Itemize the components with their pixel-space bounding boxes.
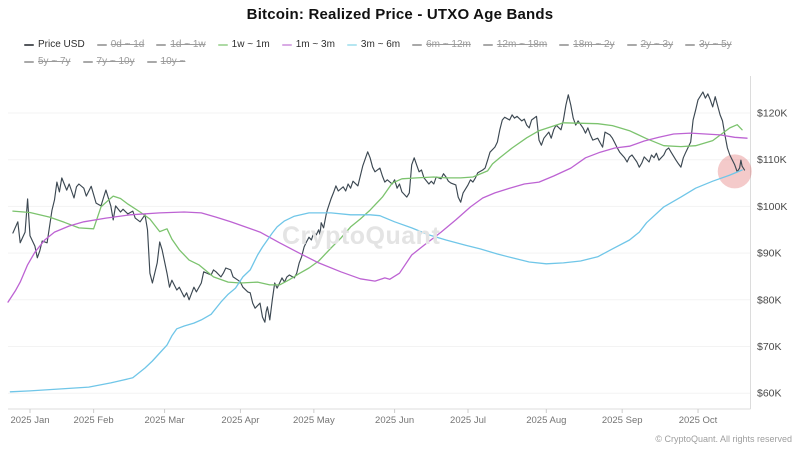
legend: Price USD 0d ~ 1d 1d ~ 1w 1w ~ 1m 1m ~ 3m 3m …: [0, 37, 800, 71]
legend-item-3m-6m[interactable]: 3m ~ 6m: [346, 37, 401, 53]
y-axis-label: $60K: [757, 388, 782, 400]
legend-marker: [217, 44, 228, 46]
legend-item-0d-1d[interactable]: 0d ~ 1d: [96, 37, 145, 53]
legend-item-label: 2y ~ 3y: [640, 39, 674, 50]
legend-item-label: 1w ~ 1m: [231, 39, 270, 50]
legend-item-label: 5y ~ 7y: [38, 56, 71, 67]
legend-item-price-usd[interactable]: Price USD: [24, 37, 85, 53]
legend-item-label: 3m ~ 6m: [360, 39, 401, 50]
legend-item-3y-5y[interactable]: 3y ~ 5y: [685, 37, 732, 53]
series-line-3m-6m: [9, 169, 743, 393]
legend-marker: [24, 61, 34, 63]
legend-item-label: 10y ~: [160, 56, 186, 67]
series-line-1w-1m: [12, 122, 743, 286]
legend-marker: [626, 44, 637, 46]
legend-marker: [685, 44, 696, 46]
legend-marker: [482, 44, 493, 46]
x-axis-label: 2025 May: [293, 415, 335, 426]
x-axis-label: 2025 Feb: [74, 415, 114, 426]
legend-marker: [156, 44, 167, 46]
legend-marker: [412, 44, 423, 46]
legend-item-7y-10y[interactable]: 7y ~ 10y: [82, 54, 135, 70]
x-axis-label: 2025 Jun: [375, 415, 414, 426]
chart-title: Bitcoin: Realized Price - UTXO Age Bands: [246, 6, 554, 23]
legend-item-label: 7y ~ 10y: [96, 56, 135, 67]
legend-item-label: 1d ~ 1w: [170, 39, 206, 50]
legend-item-label: 12m ~ 18m: [496, 39, 548, 50]
legend-item-label: 1m ~ 3m: [295, 39, 335, 50]
y-axis-label: $80K: [757, 294, 782, 306]
legend-marker: [82, 61, 93, 63]
legend-item-5y-7y[interactable]: 5y ~ 7y: [24, 54, 71, 70]
legend-item-label: 0d ~ 1d: [110, 39, 145, 50]
x-axis-label: 2025 Oct: [679, 415, 718, 426]
series-line-price-usd: [12, 91, 746, 323]
legend-item-1m-3m[interactable]: 1m ~ 3m: [281, 37, 335, 53]
legend-item-label: 3y ~ 5y: [699, 39, 732, 50]
series-line-1m-3m: [7, 132, 748, 303]
y-axis-label: $120K: [757, 108, 787, 120]
y-axis-label: $110K: [757, 154, 787, 166]
x-axis-label: 2025 Aug: [526, 415, 566, 426]
y-axis-label: $70K: [757, 341, 782, 353]
highlight-circle: [717, 154, 752, 189]
x-axis-label: 2025 Mar: [145, 415, 185, 426]
legend-marker: [24, 44, 34, 46]
y-axis-label: $100K: [757, 201, 787, 213]
legend-marker: [281, 44, 292, 46]
legend-item-12m-18m[interactable]: 12m ~ 18m: [482, 37, 548, 53]
legend-item-label: 18m ~ 2y: [573, 39, 615, 50]
legend-marker: [559, 44, 570, 46]
legend-item-1w-1m[interactable]: 1w ~ 1m: [217, 37, 270, 53]
x-axis-label: 2025 Sep: [602, 415, 643, 426]
legend-item-10y[interactable]: 10y ~: [146, 54, 186, 70]
copyright: © CryptoQuant. All rights reserved: [655, 434, 792, 444]
y-axis-label: $90K: [757, 248, 782, 260]
legend-item-2y-3y[interactable]: 2y ~ 3y: [626, 37, 674, 53]
x-axis-label: 2025 Apr: [221, 415, 259, 426]
legend-item-label: 6m ~ 12m: [426, 39, 471, 50]
legend-item-6m-12m[interactable]: 6m ~ 12m: [412, 37, 471, 53]
legend-item-18m-2y[interactable]: 18m ~ 2y: [559, 37, 615, 53]
x-axis-label: 2025 Jan: [10, 415, 49, 426]
legend-item-1d-1w[interactable]: 1d ~ 1w: [156, 37, 206, 53]
legend-marker: [346, 44, 357, 46]
legend-marker: [146, 61, 157, 63]
legend-marker: [96, 44, 107, 46]
legend-item-label: Price USD: [38, 39, 85, 50]
x-axis-label: 2025 Jul: [450, 415, 486, 426]
